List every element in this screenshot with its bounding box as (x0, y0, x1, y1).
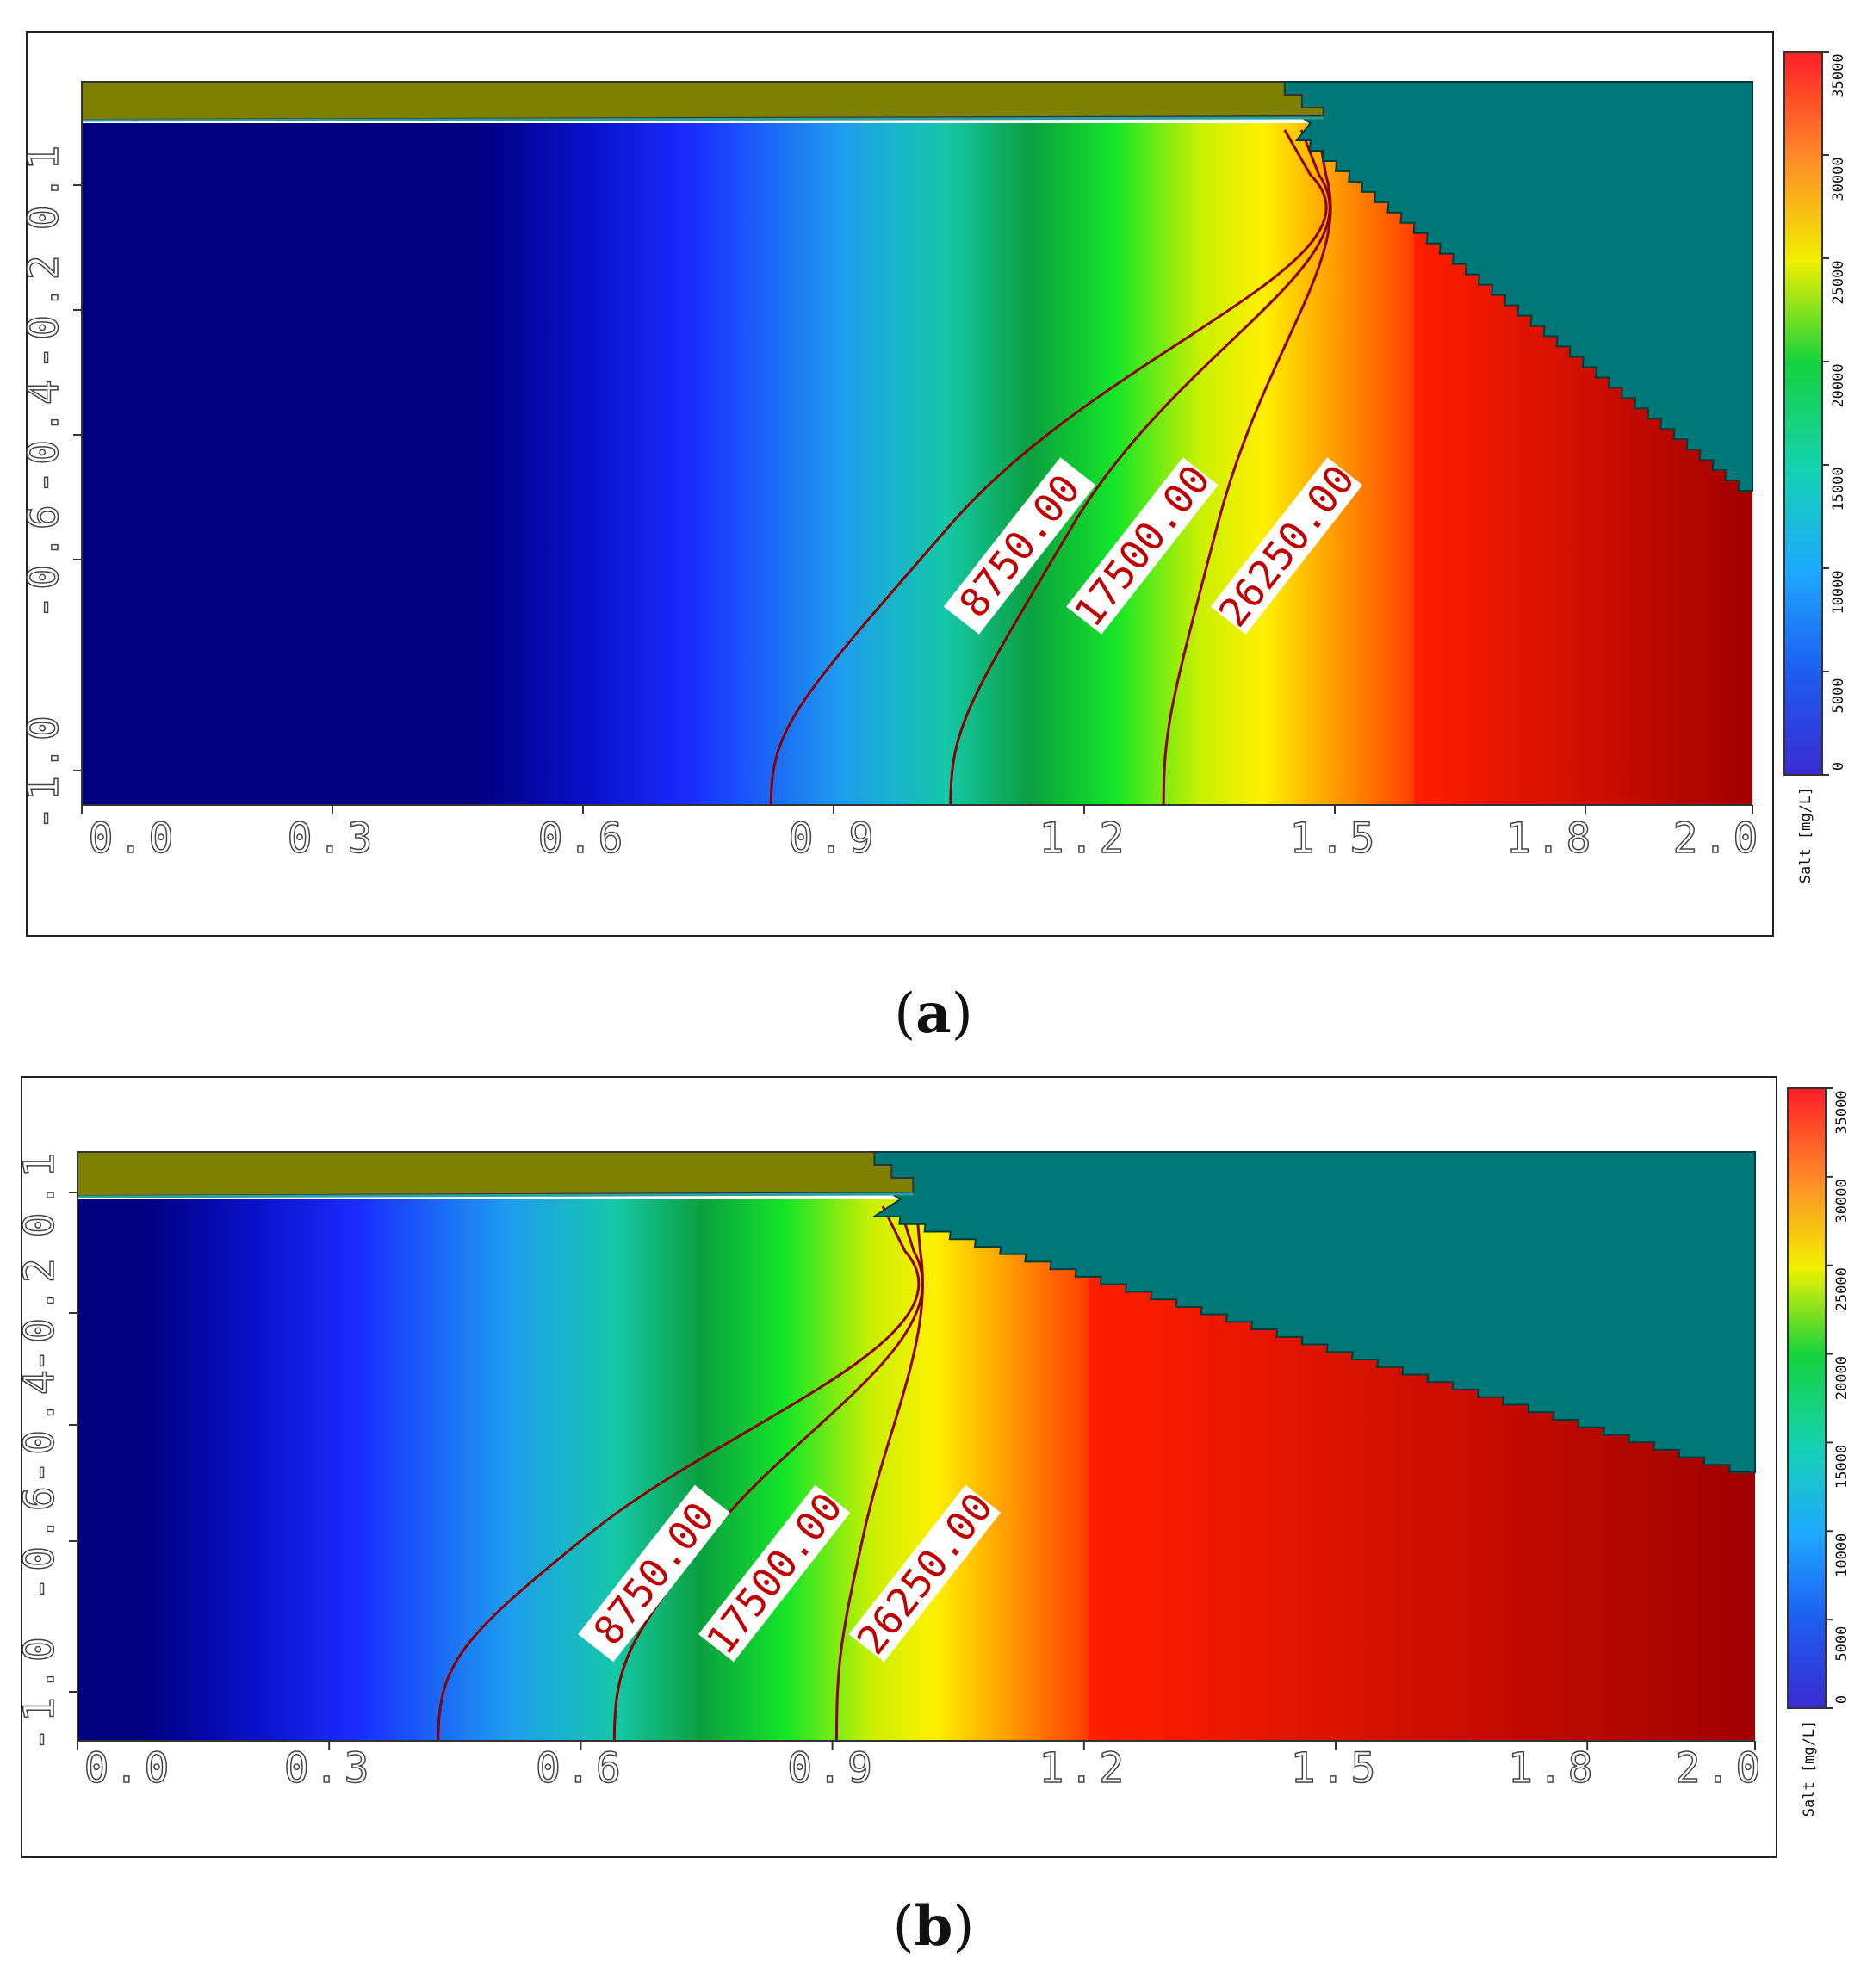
y-tick-label: -0.2 (20, 250, 68, 370)
x-tick-label: 0.0 (89, 814, 179, 863)
colorbar-tick-label: 5000 (1833, 1626, 1851, 1662)
y-tick-label: 0.1 (20, 140, 68, 231)
y-tick-label: -0.6 (20, 499, 68, 620)
sea-wedge (1283, 81, 1753, 492)
land-surface (77, 1151, 915, 1198)
water-table (81, 116, 1324, 122)
x-tick-label: 2.0 (1676, 1744, 1766, 1793)
y-tick-label: 0.1 (16, 1148, 64, 1238)
x-tick-label: 0.6 (538, 814, 629, 863)
colorbar-tick-label: 25000 (1830, 260, 1847, 304)
colorbar-tick-label: 15000 (1830, 467, 1847, 511)
x-tick-label: 1.8 (1508, 1744, 1598, 1793)
x-tick-label: 0.6 (536, 1744, 626, 1793)
colorbar-title: Salt [mg/L] (1801, 1720, 1818, 1818)
x-tick-label: 1.5 (1291, 1744, 1381, 1793)
water-table (77, 1192, 914, 1198)
x-tick-label: 0.3 (288, 814, 378, 863)
colorbar-tick-label: 0 (1833, 1695, 1851, 1704)
caption-a: (a) (894, 982, 973, 1046)
contour-line-2 (612, 1205, 924, 1742)
y-tick-label: -1.0 (20, 710, 68, 831)
y-tick-label: -0.4 (16, 1365, 64, 1485)
y-tick-label: -1.0 (16, 1632, 64, 1752)
colorbar (1787, 1087, 1827, 1709)
colorbar-tick-label: 15000 (1833, 1445, 1851, 1489)
contour-line-2 (949, 129, 1331, 806)
y-tick-label: -0.4 (20, 375, 68, 495)
colorbar-tick-label: 5000 (1830, 678, 1847, 714)
sea-wedge (871, 1151, 1756, 1473)
colorbar (1783, 51, 1823, 776)
x-tick-label: 0.0 (84, 1744, 175, 1793)
contour-line-1 (437, 1205, 921, 1742)
colorbar-tick-label: 30000 (1833, 1179, 1851, 1223)
colorbar-title: Salt [mg/L] (1797, 787, 1814, 884)
colorbar-tick-label: 35000 (1833, 1090, 1851, 1134)
colorbar-tick-label: 20000 (1830, 363, 1847, 407)
colorbar-tick-label: 0 (1830, 762, 1847, 771)
colorbar-tick-label: 10000 (1830, 570, 1847, 614)
x-tick-label: 0.3 (284, 1744, 375, 1793)
x-tick-label: 0.9 (787, 1744, 878, 1793)
colorbar-tick-label: 35000 (1830, 53, 1847, 97)
x-tick-label: 2.0 (1673, 814, 1764, 863)
x-tick-label: 1.5 (1290, 814, 1380, 863)
x-tick-label: 1.2 (1039, 814, 1130, 863)
caption-b: (b) (892, 1894, 975, 1959)
colorbar-tick-label: 30000 (1830, 157, 1847, 201)
y-tick-label: -0.6 (16, 1481, 64, 1601)
colorbar-tick-label: 10000 (1833, 1533, 1851, 1577)
contour-line-3 (1162, 129, 1332, 806)
contour-line-3 (834, 1205, 924, 1742)
contour-line-1 (769, 129, 1328, 806)
x-tick-label: 1.2 (1039, 1744, 1129, 1793)
x-tick-label: 1.8 (1506, 814, 1597, 863)
colorbar-tick-label: 20000 (1833, 1356, 1851, 1400)
y-tick-label: -0.2 (16, 1253, 64, 1373)
colorbar-tick-label: 25000 (1833, 1267, 1851, 1311)
x-tick-label: 0.9 (789, 814, 879, 863)
